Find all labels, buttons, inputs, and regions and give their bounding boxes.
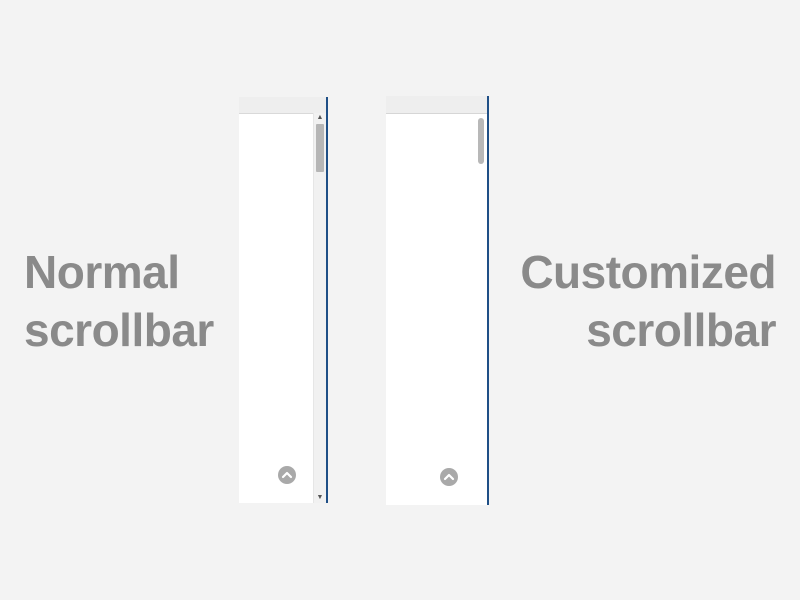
panel-edge-line xyxy=(326,97,328,503)
panel-header xyxy=(386,96,487,114)
scroll-arrow-up-icon[interactable]: ▲ xyxy=(316,114,324,121)
scrollbar-thumb[interactable] xyxy=(316,124,324,172)
custom-scrollbar-thumb[interactable] xyxy=(478,118,484,164)
caption-line-1: Customized xyxy=(520,246,776,298)
native-scrollbar[interactable]: ▲ ▼ xyxy=(313,113,326,503)
caption-line-1: Normal xyxy=(24,246,180,298)
caption-line-2: scrollbar xyxy=(24,304,214,356)
chevron-up-circle-icon[interactable] xyxy=(440,468,458,486)
caption-line-2: scrollbar xyxy=(586,304,776,356)
panel-edge-line xyxy=(487,96,489,505)
scroll-arrow-down-icon[interactable]: ▼ xyxy=(316,494,324,501)
chevron-up-circle-icon[interactable] xyxy=(278,466,296,484)
customized-scrollbar-caption: Customized scrollbar xyxy=(520,243,776,359)
normal-scroll-panel[interactable]: ▲ ▼ xyxy=(239,97,328,503)
customized-scroll-panel[interactable] xyxy=(386,96,489,505)
panel-header xyxy=(239,97,326,114)
normal-scrollbar-caption: Normal scrollbar xyxy=(24,243,214,359)
